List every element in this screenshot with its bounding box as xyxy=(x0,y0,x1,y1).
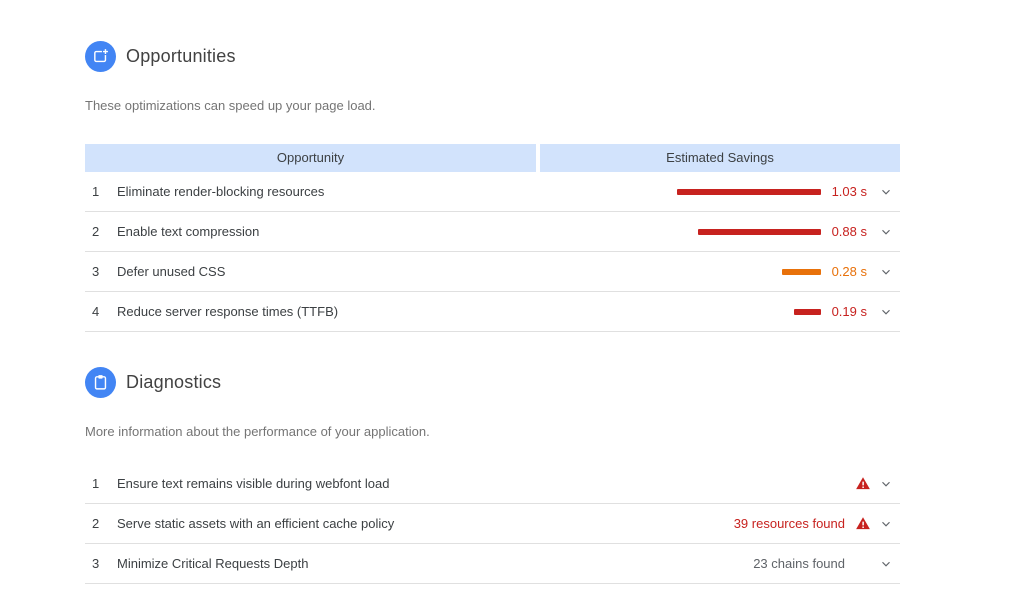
diagnostics-header: Diagnostics xyxy=(85,367,900,398)
column-header-opportunity: Opportunity xyxy=(85,144,536,172)
row-number: 1 xyxy=(92,476,100,491)
row-number: 2 xyxy=(92,224,100,239)
row-number: 1 xyxy=(92,184,100,199)
row-number: 3 xyxy=(92,556,100,571)
chevron-down-icon[interactable] xyxy=(879,185,893,199)
chevron-down-icon[interactable] xyxy=(879,265,893,279)
row-title: Ensure text remains visible during webfo… xyxy=(117,476,390,491)
row-value: 23 chains found xyxy=(753,556,845,571)
row-title: Serve static assets with an efficient ca… xyxy=(117,516,395,531)
row-title: Defer unused CSS xyxy=(117,264,226,279)
row-number: 3 xyxy=(92,264,100,279)
diagnostics-subtitle: More information about the performance o… xyxy=(85,424,430,439)
opportunities-title: Opportunities xyxy=(126,46,236,66)
warning-triangle-icon xyxy=(855,516,871,531)
opportunities-section: Opportunities These optimizations can sp… xyxy=(85,41,900,332)
opportunities-header: Opportunities xyxy=(85,41,900,72)
chevron-down-icon[interactable] xyxy=(879,225,893,239)
savings-value: 0.88 s xyxy=(831,224,867,239)
row-title: Eliminate render-blocking resources xyxy=(117,184,325,199)
diagnostic-row[interactable]: 2 Serve static assets with an efficient … xyxy=(85,504,900,544)
row-title: Minimize Critical Requests Depth xyxy=(117,556,309,571)
row-value: 39 resources found xyxy=(733,516,845,531)
row-title: Enable text compression xyxy=(117,224,260,239)
savings-value: 0.28 s xyxy=(831,264,867,279)
diagnostics-title: Diagnostics xyxy=(126,372,222,392)
savings-value: 0.19 s xyxy=(831,304,867,319)
opportunity-row[interactable]: 1 Eliminate render-blocking resources 1.… xyxy=(85,172,900,212)
savings-bar xyxy=(782,268,821,275)
chevron-down-icon[interactable] xyxy=(879,305,893,319)
opportunity-row[interactable]: 4 Reduce server response times (TTFB) 0.… xyxy=(85,292,900,332)
opportunities-rows: 1 Eliminate render-blocking resources 1.… xyxy=(85,172,900,332)
opportunity-row[interactable]: 2 Enable text compression 0.88 s xyxy=(85,212,900,252)
warning-triangle-icon xyxy=(855,476,871,491)
row-number: 2 xyxy=(92,516,100,531)
opportunity-row[interactable]: 3 Defer unused CSS 0.28 s xyxy=(85,252,900,292)
diagnostics-clipboard-icon xyxy=(85,367,116,398)
row-title: Reduce server response times (TTFB) xyxy=(117,304,339,319)
row-number: 4 xyxy=(92,304,100,319)
savings-bar xyxy=(698,228,821,235)
diagnostics-section: Diagnostics More information about the p… xyxy=(85,367,900,584)
opportunities-image-sparkle-icon xyxy=(85,41,116,72)
chevron-down-icon[interactable] xyxy=(879,517,893,531)
opportunities-table-header: Opportunity Estimated Savings xyxy=(85,144,900,172)
column-header-estimated-savings: Estimated Savings xyxy=(540,144,900,172)
chevron-down-icon[interactable] xyxy=(879,477,893,491)
opportunities-subtitle: These optimizations can speed up your pa… xyxy=(85,98,376,113)
diagnostic-row[interactable]: 1 Ensure text remains visible during web… xyxy=(85,464,900,504)
diagnostics-rows: 1 Ensure text remains visible during web… xyxy=(85,464,900,584)
diagnostic-row[interactable]: 3 Minimize Critical Requests Depth 23 ch… xyxy=(85,544,900,584)
savings-value: 1.03 s xyxy=(831,184,867,199)
savings-bar xyxy=(794,308,821,315)
chevron-down-icon[interactable] xyxy=(879,557,893,571)
savings-bar xyxy=(677,188,821,195)
